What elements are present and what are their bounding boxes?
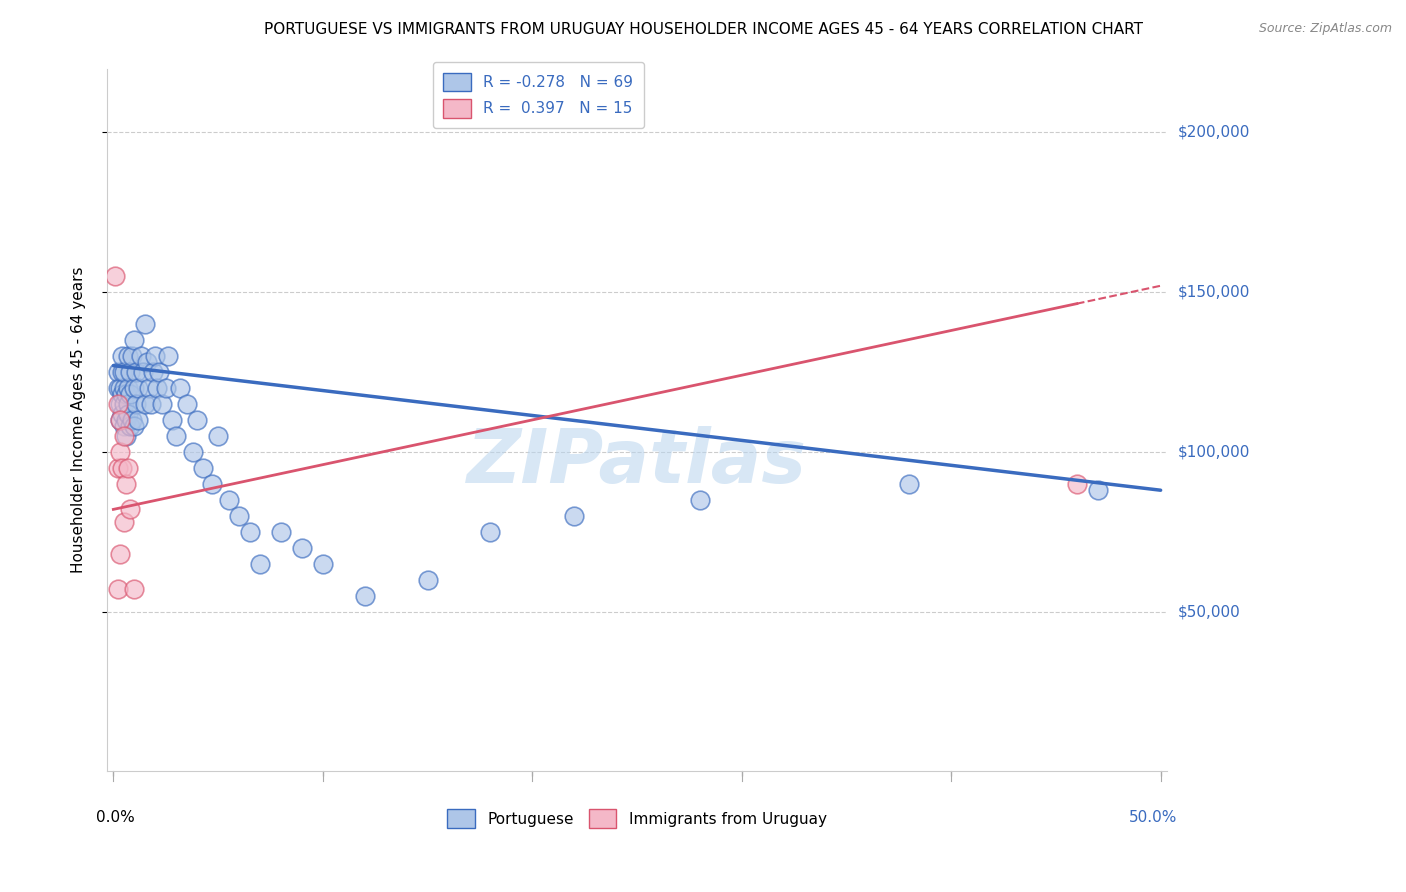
- Point: [128, 413, 150, 427]
- Point: [115, 413, 138, 427]
- Point: [124, 333, 146, 347]
- Text: $50,000: $50,000: [1178, 604, 1240, 619]
- Point: [108, 397, 131, 411]
- Text: $150,000: $150,000: [1178, 285, 1250, 300]
- Point: [115, 387, 138, 401]
- Point: [238, 524, 260, 539]
- Point: [134, 397, 156, 411]
- Point: [131, 365, 153, 379]
- Point: [353, 589, 375, 603]
- Point: [155, 381, 177, 395]
- Point: [111, 407, 134, 421]
- Point: [201, 476, 224, 491]
- Text: 0.0%: 0.0%: [97, 810, 135, 825]
- Point: [108, 445, 131, 459]
- Point: [121, 413, 143, 427]
- Point: [117, 397, 139, 411]
- Point: [193, 461, 215, 475]
- Point: [107, 381, 129, 395]
- Point: [121, 349, 143, 363]
- Point: [134, 317, 156, 331]
- Point: [117, 461, 139, 475]
- Point: [156, 349, 179, 363]
- Point: [181, 445, 204, 459]
- Point: [112, 419, 135, 434]
- Point: [207, 429, 229, 443]
- Point: [169, 381, 191, 395]
- Point: [143, 349, 166, 363]
- Point: [129, 349, 152, 363]
- Point: [160, 413, 183, 427]
- Point: [125, 365, 148, 379]
- Point: [128, 381, 150, 395]
- Point: [312, 557, 335, 571]
- Point: [249, 557, 271, 571]
- Point: [108, 547, 131, 561]
- Text: $200,000: $200,000: [1178, 125, 1250, 140]
- Legend: Portuguese, Immigrants from Uruguay: Portuguese, Immigrants from Uruguay: [441, 803, 832, 834]
- Text: ZIPatlas: ZIPatlas: [467, 425, 807, 499]
- Point: [120, 365, 142, 379]
- Point: [117, 381, 139, 395]
- Point: [124, 582, 146, 597]
- Point: [112, 515, 135, 529]
- Point: [186, 413, 208, 427]
- Point: [125, 397, 148, 411]
- Point: [135, 355, 157, 369]
- Point: [107, 397, 129, 411]
- Point: [150, 397, 173, 411]
- Point: [120, 387, 142, 401]
- Text: Source: ZipAtlas.com: Source: ZipAtlas.com: [1258, 22, 1392, 36]
- Point: [139, 397, 162, 411]
- Point: [120, 419, 142, 434]
- Point: [124, 419, 146, 434]
- Point: [120, 502, 142, 516]
- Point: [115, 476, 138, 491]
- Point: [112, 397, 135, 411]
- Point: [142, 365, 165, 379]
- Text: $100,000: $100,000: [1178, 444, 1250, 459]
- Point: [117, 407, 139, 421]
- Point: [124, 381, 146, 395]
- Text: 50.0%: 50.0%: [1129, 810, 1177, 825]
- Point: [112, 381, 135, 395]
- Point: [104, 269, 127, 284]
- Point: [108, 381, 131, 395]
- Point: [146, 381, 169, 395]
- Point: [291, 541, 314, 555]
- Point: [111, 387, 134, 401]
- Point: [416, 573, 439, 587]
- Point: [218, 492, 240, 507]
- Point: [228, 508, 250, 523]
- Y-axis label: Householder Income Ages 45 - 64 years: Householder Income Ages 45 - 64 years: [72, 267, 86, 574]
- Point: [108, 413, 131, 427]
- Point: [176, 397, 198, 411]
- Point: [112, 429, 135, 443]
- Point: [111, 349, 134, 363]
- Point: [107, 365, 129, 379]
- Point: [111, 461, 134, 475]
- Point: [148, 365, 170, 379]
- Point: [562, 508, 585, 523]
- Point: [115, 429, 138, 443]
- Point: [138, 381, 160, 395]
- Point: [898, 476, 921, 491]
- Point: [1087, 483, 1109, 498]
- Point: [117, 349, 139, 363]
- Text: PORTUGUESE VS IMMIGRANTS FROM URUGUAY HOUSEHOLDER INCOME AGES 45 - 64 YEARS CORR: PORTUGUESE VS IMMIGRANTS FROM URUGUAY HO…: [263, 22, 1143, 37]
- Point: [112, 365, 135, 379]
- Point: [107, 582, 129, 597]
- Point: [1066, 476, 1088, 491]
- Point: [689, 492, 711, 507]
- Point: [270, 524, 292, 539]
- Point: [107, 461, 129, 475]
- Point: [165, 429, 187, 443]
- Point: [108, 413, 131, 427]
- Point: [111, 365, 134, 379]
- Point: [479, 524, 502, 539]
